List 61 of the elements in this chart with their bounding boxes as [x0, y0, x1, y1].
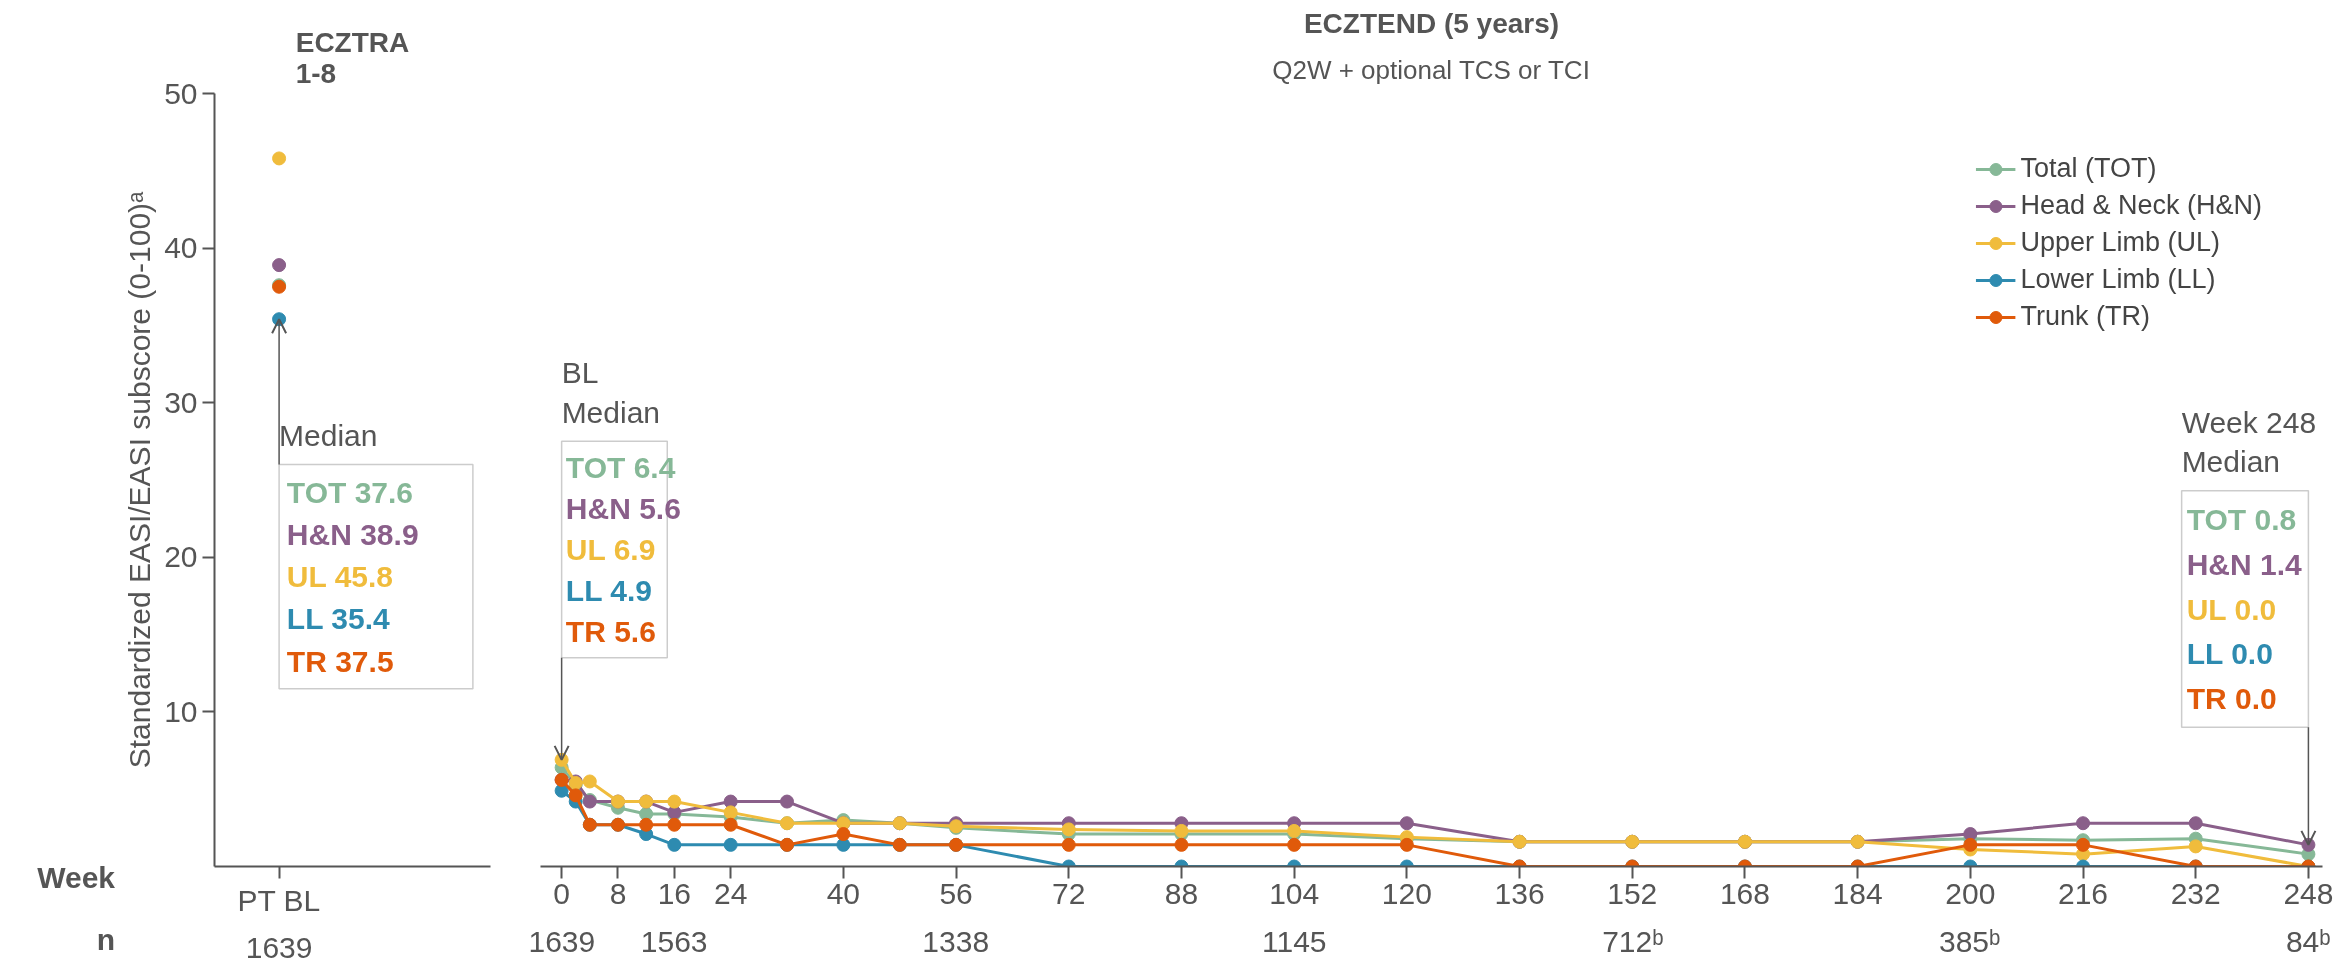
annotation: TOT 37.6 [286, 475, 414, 509]
x-tick-label: 0 [553, 876, 570, 910]
x-tick-label: 88 [1164, 876, 1199, 910]
y-axis-title: Standardized EASI/EASI subscore (0-100)ᵃ [123, 190, 157, 769]
x-tick-label: 16 [657, 876, 692, 910]
text: n [96, 922, 115, 958]
x-tick-label: 168 [1719, 876, 1770, 910]
annotation: UL 0.0 [2186, 592, 2277, 626]
text: 385ᵇ [1938, 924, 2001, 958]
annotation: BL Median [561, 356, 661, 429]
text: 84ᵇ [2285, 924, 2331, 958]
x-tick-label: 24 [713, 876, 748, 910]
text: 1639 [245, 930, 313, 964]
x-tick-label: 8 [609, 876, 627, 910]
annotation: LL 4.9 [565, 573, 653, 607]
chart-subtitle: Q2W + optional TCS or TCI [1272, 54, 1590, 85]
y-tick-label: 50 [164, 76, 198, 110]
legend-label: Lower Limb (LL) [2020, 264, 2216, 295]
annotation: UL 6.9 [565, 533, 656, 567]
x-tick-label: 248 [2283, 876, 2334, 910]
text: 1563 [640, 924, 708, 958]
annotation: Median [279, 419, 378, 453]
annotation: LL 35.4 [286, 602, 390, 636]
x-tick-label: 72 [1052, 876, 1086, 910]
annotation: TOT 0.8 [2186, 503, 2297, 537]
x-tick-label: 216 [2057, 876, 2109, 910]
annotation: UL 45.8 [286, 560, 394, 594]
x-tick-label: 56 [939, 876, 973, 910]
text: 1145 [1262, 924, 1327, 958]
y-tick-label: 40 [164, 231, 198, 265]
x-tick-label: 200 [1945, 876, 1996, 910]
x-tick-label: 40 [826, 876, 861, 910]
annotation: TR 37.5 [286, 644, 394, 678]
annotation: TR 5.6 [565, 614, 656, 648]
chart-title: ECZTRA 1-8 [295, 26, 410, 89]
chart-title: ECZTEND (5 years) [1303, 7, 1560, 39]
annotation: H&N 38.9 [286, 517, 419, 551]
annotation: TR 0.0 [2186, 681, 2277, 715]
legend-label: Upper Limb (UL) [2020, 227, 2220, 258]
x-tick-label: 152 [1607, 876, 1658, 910]
y-tick-label: 30 [164, 385, 198, 419]
annotation: Week 248 Median [2181, 405, 2317, 479]
text: 1338 [922, 924, 990, 958]
legend-label: Head & Neck (H&N) [2020, 190, 2262, 221]
x-tick-label: 232 [2170, 876, 2221, 910]
x-tick-label: 136 [1494, 876, 1545, 910]
annotation: H&N 5.6 [565, 492, 681, 526]
text: 1639 [528, 924, 596, 958]
x-tick-label: 184 [1832, 876, 1883, 910]
y-tick-label: 20 [164, 540, 198, 574]
y-tick-label: 10 [164, 694, 198, 728]
annotation: LL 0.0 [2186, 637, 2273, 671]
legend-label: Total (TOT) [2020, 153, 2157, 184]
annotation: TOT 6.4 [565, 451, 676, 485]
x-tick-label: PT BL [237, 883, 321, 917]
x-axis-title: Week [37, 860, 115, 896]
x-tick-label: 104 [1269, 876, 1320, 910]
legend-label: Trunk (TR) [2020, 301, 2150, 332]
text: 712ᵇ [1602, 924, 1664, 958]
x-tick-label: 120 [1381, 876, 1432, 910]
annotation: H&N 1.4 [2186, 547, 2303, 581]
